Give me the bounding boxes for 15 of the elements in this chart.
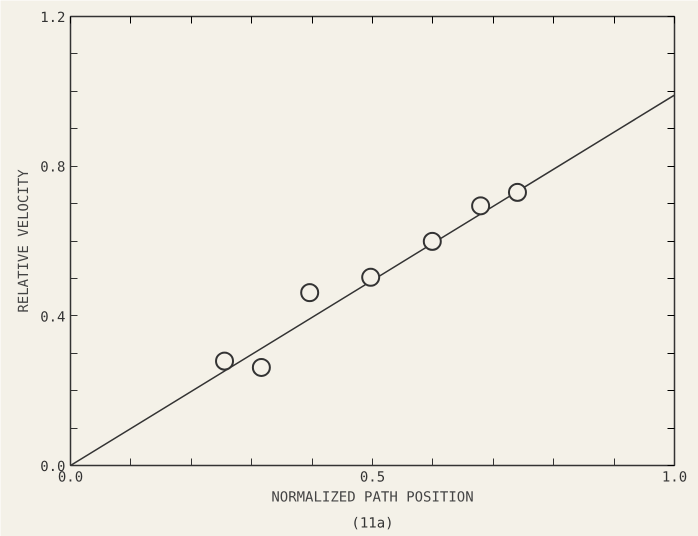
x-tick-label: 0.5 (360, 470, 386, 486)
text: (11a) (351, 516, 394, 532)
point (252, 358, 271, 377)
y-axis-title: RELATIVE VELOCITY (16, 168, 32, 313)
point (361, 268, 380, 287)
point (508, 182, 527, 202)
point (215, 352, 234, 371)
point (471, 196, 490, 216)
x-axis-title: NORMALIZED PATH POSITION (271, 490, 474, 506)
point (300, 283, 320, 302)
point (422, 232, 442, 251)
y-tick-label: 1.2 (40, 10, 66, 26)
y-tick-label: 0.4 (40, 309, 66, 326)
y-tick-label: 0.8 (40, 160, 66, 176)
x-tick-label: 1.0 (662, 470, 688, 486)
